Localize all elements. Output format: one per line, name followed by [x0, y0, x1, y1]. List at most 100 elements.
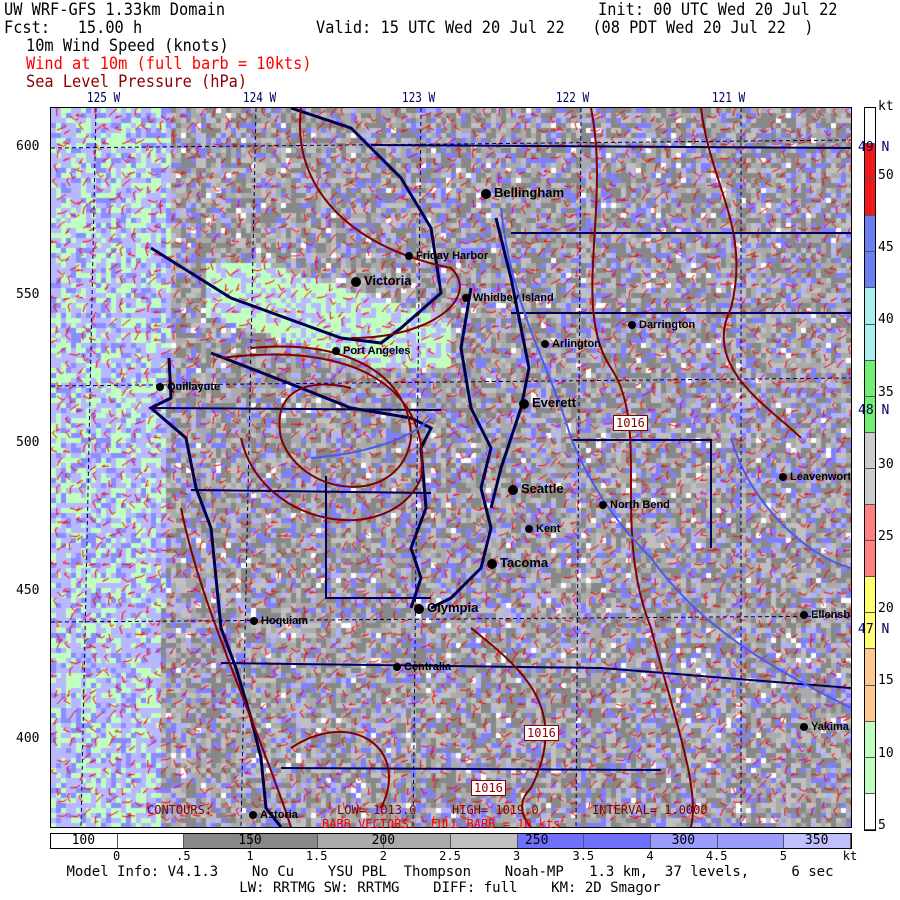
city-marker: Centralia: [393, 661, 451, 673]
colorbar-label: 350: [804, 833, 829, 848]
colorbar-swatch: [865, 793, 875, 830]
city-dot-icon: [487, 558, 497, 569]
city-marker: Arlington: [541, 338, 601, 350]
colorbar-swatch: [184, 834, 252, 848]
city-marker: Hoquiam: [250, 615, 308, 627]
lon-label: 123 W: [401, 91, 436, 106]
colorbar-swatch: [584, 834, 652, 848]
city-marker: Leavenworth: [779, 471, 850, 483]
colorbar-swatch: [784, 834, 852, 848]
colorbar-swatch: [865, 577, 875, 614]
city-marker: Olympia: [414, 600, 478, 615]
physics-info: LW: RRTMG SW: RRTMG DIFF: full KM: 2D Sm…: [239, 880, 661, 896]
city-name: Whidbey Island: [473, 292, 554, 304]
colorbar-label: 100: [71, 833, 96, 848]
city-name: Hoquiam: [261, 615, 309, 627]
colorbar-label: 20: [878, 601, 894, 617]
colorbar-label: 150: [238, 833, 262, 848]
colorbar-swatch: [251, 834, 318, 848]
map-overlay: [51, 108, 851, 827]
contours-caption: CONTOURS:: [147, 803, 213, 817]
rivers: [310, 207, 851, 709]
colorbar-swatch: [384, 834, 452, 848]
city-dot-icon: [462, 294, 470, 303]
city-marker: Kent: [525, 523, 560, 535]
city-marker: North Bend: [599, 499, 670, 511]
colorbar-label: 15: [878, 673, 894, 689]
city-marker: Darrington: [628, 319, 695, 331]
city-marker: Tacoma: [487, 555, 548, 570]
contour-label: 1016: [613, 415, 648, 431]
city-name: Yakima: [811, 721, 849, 733]
city-marker: Astoria: [249, 809, 298, 821]
contours-low: LOW= 1013.0: [337, 803, 417, 817]
city-dot-icon: [156, 383, 164, 392]
city-dot-icon: [541, 340, 549, 349]
city-marker: Victoria: [351, 273, 411, 288]
city-name: Arlington: [552, 338, 601, 350]
colorbar-label: 45: [878, 240, 894, 256]
colorbar-label: 300: [671, 833, 696, 848]
field-wind-barbs: Wind at 10m (full barb = 10kts): [26, 54, 312, 74]
city-dot-icon: [525, 525, 533, 534]
colorbar-swatch: [51, 834, 118, 848]
colorbar-tick: 2.5: [439, 849, 461, 863]
city-dot-icon: [250, 617, 258, 626]
city-marker: Friday Harbor: [405, 250, 488, 262]
city-name: Bellingham: [494, 185, 565, 200]
y-label: 400: [16, 731, 40, 746]
colorbar-label: 35: [878, 384, 894, 400]
city-name: Friday Harbor: [416, 250, 489, 262]
city-marker: Everett: [519, 395, 576, 410]
colorbar-tick: kt: [842, 849, 858, 863]
city-dot-icon: [800, 723, 808, 732]
colorbar-label: 250: [524, 833, 549, 848]
field-slp: Sea Level Pressure (hPa): [26, 72, 248, 92]
city-name: Tacoma: [500, 555, 549, 570]
lon-label: 124 W: [242, 91, 277, 106]
colorbar-swatch: [865, 757, 875, 794]
colorbar-label: 200: [371, 833, 396, 848]
city-dot-icon: [628, 321, 636, 330]
y-label: 450: [16, 583, 40, 598]
wind-speed-field: [51, 108, 851, 827]
colorbar-swatch: [717, 834, 785, 848]
colorbar-tick: 1.5: [305, 849, 328, 863]
colorbar-tick: 4.5: [705, 849, 728, 863]
city-marker: Whidbey Island: [462, 292, 554, 304]
colorbar-tick: 4: [646, 849, 654, 863]
colorbar-tick: 0: [113, 849, 121, 863]
colorbar-swatch: [865, 396, 875, 433]
y-label: 500: [16, 435, 40, 450]
colorbar-swatch: [865, 468, 875, 506]
wind-colorbar-unit: kt: [878, 99, 894, 114]
colorbar-tick: 3.5: [572, 849, 595, 863]
lat-label: 47 N: [858, 622, 890, 637]
city-marker: Ellensburg: [800, 609, 850, 621]
model-info: Model Info: V4.1.3 No Cu YSU PBL Thompso…: [66, 864, 834, 880]
city-dot-icon: [800, 611, 808, 620]
contours-high: HIGH= 1019.0: [452, 803, 539, 817]
colorbar-swatch: [865, 252, 875, 289]
y-label: 600: [16, 139, 40, 154]
city-name: Victoria: [364, 273, 412, 288]
city-dot-icon: [481, 188, 491, 199]
colorbar-label: 40: [878, 312, 894, 328]
lon-label: 121 W: [711, 91, 746, 106]
colorbar-swatch: [865, 541, 875, 578]
city-marker: Port Angeles: [332, 345, 410, 357]
colorbar-swatch: [117, 834, 185, 848]
barb-caption: BARB VECTORS: FULL BARB = 10 kts: [322, 817, 561, 831]
city-name: North Bend: [610, 499, 670, 511]
colorbar-swatch: [865, 685, 875, 722]
slp-contours: [180, 108, 802, 827]
colorbar-swatch: [865, 180, 875, 217]
city-dot-icon: [779, 473, 787, 482]
city-name: Olympia: [427, 600, 479, 615]
city-marker: Bellingham: [481, 185, 564, 200]
lon-label: 125 W: [86, 91, 121, 106]
valid-time: Valid: 15 UTC Wed 20 Jul 22 (08 PDT Wed …: [316, 18, 814, 38]
city-dot-icon: [332, 347, 340, 356]
colorbar-swatch: [865, 360, 875, 397]
city-marker: Quillayute: [156, 381, 220, 393]
